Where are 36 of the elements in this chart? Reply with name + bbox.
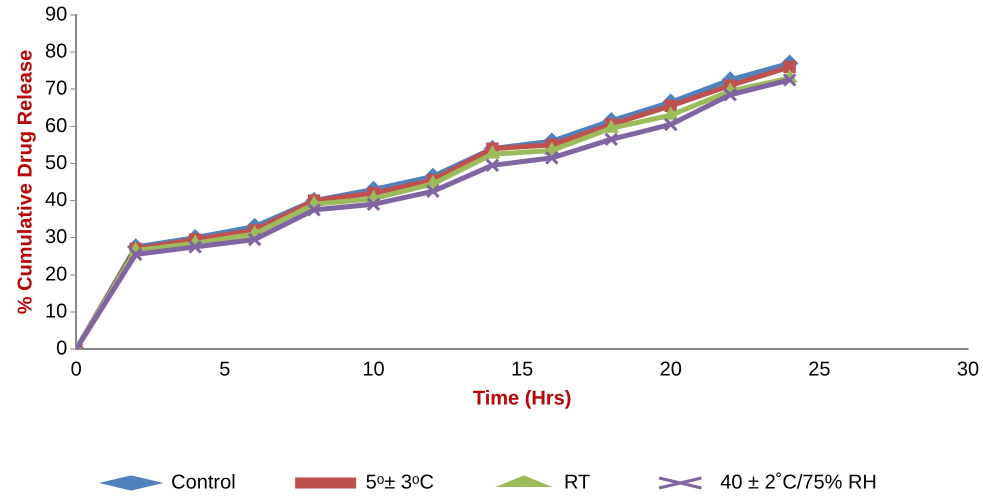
point [426, 184, 440, 198]
y-tick-label: 90 [44, 4, 68, 26]
legend-label: 5ᵒ± 3ᵒC [366, 472, 434, 494]
point [544, 150, 560, 166]
point [723, 88, 738, 102]
point [128, 247, 143, 262]
x-axis-title: Time (Hrs) [472, 388, 572, 410]
y-tick-label: 60 [44, 114, 68, 137]
point [366, 197, 381, 212]
y-tick-label: 40 [44, 189, 68, 212]
x-tick-label: 5 [219, 358, 230, 381]
y-tick-label: 50 [44, 152, 68, 174]
y-tick-label: 20 [44, 263, 68, 286]
x-tick-label: 25 [808, 358, 830, 381]
x-tick-label: 10 [362, 358, 385, 381]
x-tick-label: 30 [956, 358, 980, 381]
y-tick-label: 10 [44, 300, 68, 322]
point [604, 132, 618, 146]
legend-label: RT [564, 472, 590, 494]
point [485, 158, 500, 172]
x-tick-label: 15 [511, 358, 534, 381]
point [782, 72, 797, 88]
y-tick-label: 0 [56, 338, 68, 360]
legend-label: 40 ± 2˚C/75% RH [720, 472, 877, 494]
point [664, 117, 678, 132]
point [306, 202, 322, 217]
y-tick-label: 70 [44, 78, 68, 100]
x-tick-label: 0 [70, 358, 82, 381]
point [188, 240, 202, 254]
y-tick-label: 30 [44, 226, 68, 248]
point [247, 232, 262, 247]
legend-label: Control [171, 472, 236, 494]
y-tick-label: 80 [44, 40, 68, 63]
x-tick-label: 20 [660, 358, 682, 381]
point [783, 60, 796, 74]
y-axis-title: % Cumulative Drug Release [14, 50, 37, 314]
